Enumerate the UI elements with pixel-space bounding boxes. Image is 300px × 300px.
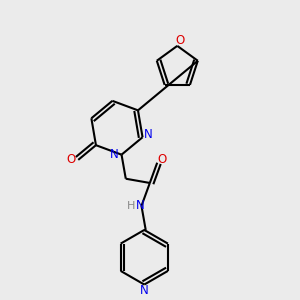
Text: H: H (127, 201, 136, 211)
Text: O: O (66, 153, 76, 166)
Text: N: N (140, 284, 149, 297)
Text: N: N (110, 148, 119, 161)
Text: O: O (176, 34, 185, 46)
Text: N: N (136, 200, 144, 212)
Text: O: O (158, 153, 167, 166)
Text: N: N (144, 128, 153, 141)
